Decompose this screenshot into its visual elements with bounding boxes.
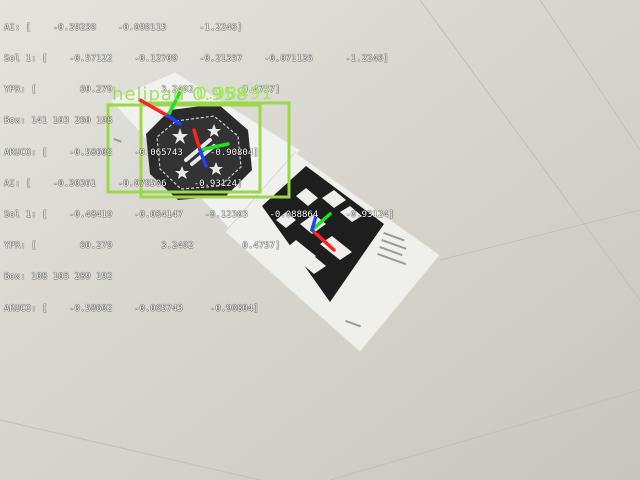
- overlay-line: Box: 141 103 260 198: [4, 116, 113, 127]
- overlay-line: Sol 1: [ -0.48419 -0.064147 -0.12303 -0.…: [4, 210, 395, 221]
- detection-label-score: 0.98491: [196, 84, 274, 104]
- overlay-line: ARUCO: [ -0.58602 -0.065743 -0.90804]: [4, 147, 259, 158]
- pose-axes-helipad: [192, 128, 230, 168]
- telemetry-overlay: AI: [ -0.39239 -0.099115 -1.2246] Sol 1:…: [4, 2, 394, 335]
- overlay-line: YPR: [ 60.279 3.2492 0.4757]: [4, 241, 281, 252]
- overlay-line: Sol 1: [ -0.57122 -0.12709 -0.21357 -0.0…: [4, 54, 389, 65]
- overlay-line: AI: [ -0.30361 -0.076506 -0.93124]: [4, 178, 243, 189]
- detection-label-helipad: helipad 0.958: [112, 84, 249, 105]
- detection-box-helipad: [106, 103, 262, 194]
- detection-box-outer: [139, 101, 291, 199]
- pose-axes-top: [138, 90, 182, 126]
- overlay-line: ARUCO: [ -0.58602 -0.065743 -0.90804]: [4, 303, 259, 314]
- aruco-card-fine-print: [113, 138, 407, 328]
- overlay-line: AI: [ -0.39239 -0.099115 -1.2246]: [4, 22, 243, 33]
- overlay-line: Box: 108 105 289 192: [4, 272, 113, 283]
- overlay-line: YPR: [ 60.279 3.2492 0.4757]: [4, 85, 281, 96]
- pose-axes-aruco: [310, 212, 336, 252]
